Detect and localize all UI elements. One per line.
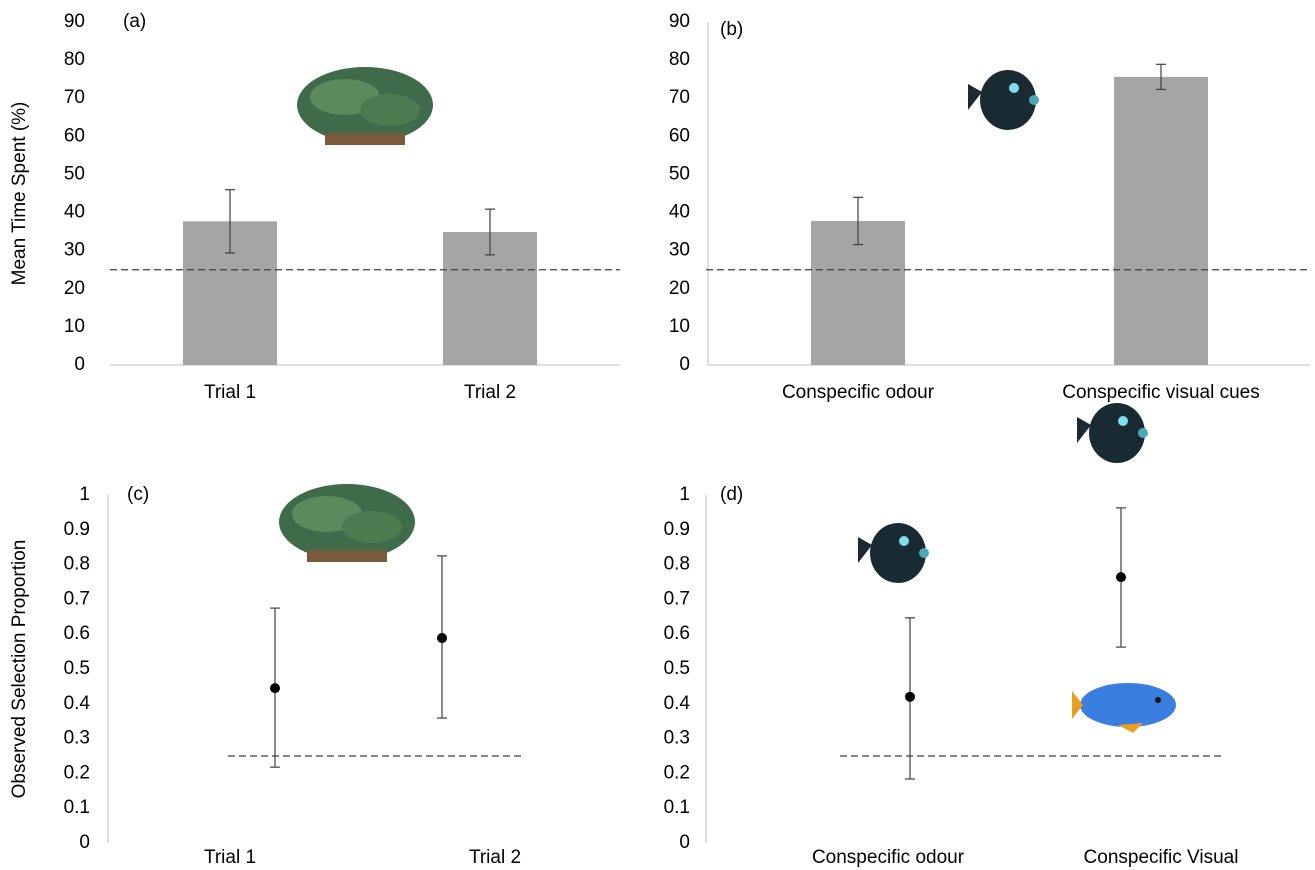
coral-image [297,67,433,145]
fish-image [968,70,1039,130]
y-tick-label: 0.5 [64,658,90,679]
x-tick-label: Conspecific visual cues [1062,382,1259,403]
coral-image [279,484,415,562]
point [270,683,280,693]
y-tick-label: 0.1 [64,797,90,818]
y-tick-label: 1 [679,484,690,505]
y-tick-label: 0 [679,832,690,853]
blue-fish-image [1072,683,1176,733]
y-tick-label: 0.1 [664,797,690,818]
point [437,633,447,643]
x-tick-label: Trial 1 [204,847,256,868]
y-tick-label: 0.6 [64,623,90,644]
x-tick-label: Trial 2 [464,382,516,403]
panel-label: (a) [123,11,146,32]
y-tick-label: 0.7 [664,588,690,609]
y-tick-label: 0.3 [664,728,690,749]
y-tick-label: 0.7 [64,588,90,609]
y-axis-title: Observed Selection Proportion [9,540,30,799]
panel-label: (d) [720,484,743,505]
y-tick-label: 90 [669,11,690,32]
fish-image [858,523,929,583]
y-axis-title: Mean Time Spent (%) [9,102,30,286]
y-tick-label: 0.2 [664,762,690,783]
y-tick-label: 20 [64,278,85,299]
y-tick-label: 0.5 [664,658,690,679]
x-tick-label: Conspecific odour [812,847,965,868]
y-tick-label: 30 [669,240,690,261]
fish-image [1077,403,1148,463]
y-tick-label: 90 [64,11,85,32]
y-tick-label: 1 [79,484,90,505]
y-tick-label: 0 [679,354,690,375]
y-tick-label: 0.9 [664,519,690,540]
x-tick-label: Conspecific odour [782,382,935,403]
y-tick-label: 40 [669,202,690,223]
y-tick-label: 60 [64,125,85,146]
y-tick-label: 0.4 [664,693,691,714]
y-tick-label: 30 [64,240,85,261]
y-tick-label: 80 [64,49,85,70]
x-tick-label: Trial 2 [469,847,521,868]
y-tick-label: 50 [64,163,85,184]
y-tick-label: 0 [74,354,85,375]
x-tick-label: Trial 1 [204,382,256,403]
y-tick-label: 0.2 [64,762,90,783]
y-tick-label: 80 [669,49,690,70]
y-tick-label: 0.3 [64,728,90,749]
y-tick-label: 0.9 [64,519,90,540]
y-tick-label: 40 [64,202,85,223]
x-tick-label: Conspecific Visual [1084,847,1239,868]
y-tick-label: 0.4 [64,693,91,714]
y-tick-label: 10 [64,316,85,337]
y-tick-label: 20 [669,278,690,299]
y-tick-label: 0.8 [664,554,690,575]
figure: 0102030405060708090(a)Mean Time Spent (%… [0,0,1315,870]
y-tick-label: 0.8 [64,554,90,575]
y-tick-label: 0.6 [664,623,690,644]
y-tick-label: 0 [79,832,90,853]
y-tick-label: 70 [64,87,85,108]
y-tick-label: 50 [669,163,690,184]
panel-label: (b) [720,19,743,40]
point [905,692,915,702]
y-tick-label: 10 [669,316,690,337]
bar [1114,77,1208,365]
y-tick-label: 70 [669,87,690,108]
y-tick-label: 60 [669,125,690,146]
panel-label: (c) [127,484,149,505]
point [1116,572,1126,582]
